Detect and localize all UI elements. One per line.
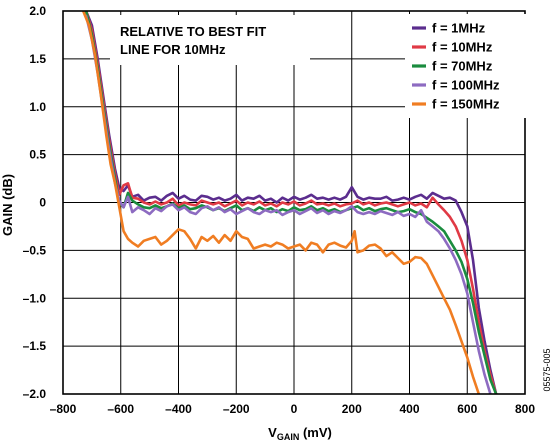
x-axis-title: VGAIN (mV) [268,425,332,442]
figure-id: 05575-005 [542,348,552,391]
legend-label: f = 100MHz [432,78,500,93]
y-tick-label: –1.0 [23,291,47,305]
legend-label: f = 150MHz [432,97,500,112]
y-tick-label: –0.5 [23,243,47,257]
series-line-1 [84,11,498,394]
series-group [81,11,498,394]
y-tick-label: 0.5 [29,148,46,162]
y-tick-labels: 2.0 1.5 1.0 0.5 0 –0.5 –1.0 –1.5 –2.0 [23,4,47,401]
y-tick-label: –2.0 [23,387,47,401]
annotation-line-2: LINE FOR 10MHz [120,42,226,57]
x-axis-title-sub: GAIN [277,432,300,442]
x-tick-label: –800 [50,402,77,416]
x-axis-title-main: V [268,425,277,440]
y-tick-label: 0 [39,196,46,210]
plot-frame [62,10,526,395]
x-tick-label: 0 [291,402,298,416]
legend: f = 1MHz f = 10MHz f = 70MHz f = 100MHz f = … [412,21,500,112]
annotation-box [110,15,310,65]
legend-label: f = 10MHz [432,40,493,55]
legend-label: f = 70MHz [432,59,493,74]
legend-box [405,14,533,118]
y-tick-label: –1.5 [23,339,47,353]
legend-label: f = 1MHz [432,21,486,36]
x-tick-label: 600 [457,402,477,416]
x-tick-label: 800 [515,402,535,416]
y-tick-label: 1.0 [29,100,46,114]
x-tick-labels: –800 –600 –400 –200 0 200 400 600 800 [50,402,536,416]
x-tick-label: 400 [399,402,419,416]
x-tick-label: –600 [107,402,134,416]
series-line-2 [84,11,498,394]
y-tick-label: 1.5 [29,52,46,66]
y-tick-label: 2.0 [29,4,46,18]
x-tick-label: 200 [342,402,362,416]
x-axis-title-unit: (mV) [299,425,332,440]
annotation-line-1: RELATIVE TO BEST FIT [120,24,266,39]
y-axis-title: GAIN (dB) [0,174,15,236]
x-tick-label: –200 [223,402,250,416]
series-line-4 [84,14,492,394]
x-tick-label: –400 [165,402,192,416]
series-line-5 [81,11,481,394]
